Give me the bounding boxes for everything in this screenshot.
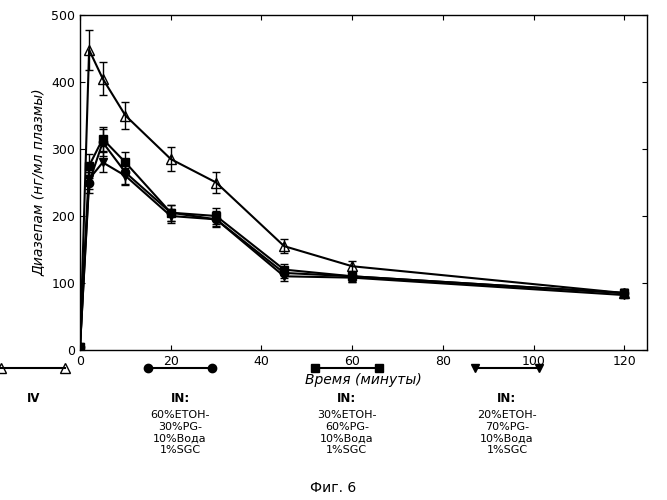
Text: 60%ETOH-
30%PG-
10%Вода
1%SGC: 60%ETOH- 30%PG- 10%Вода 1%SGC: [150, 410, 210, 455]
Text: 20%ETOH-
70%PG-
10%Вода
1%SGC: 20%ETOH- 70%PG- 10%Вода 1%SGC: [477, 410, 537, 455]
X-axis label: Время (минуты): Время (минуты): [305, 374, 422, 388]
Text: IN:: IN:: [498, 392, 516, 406]
Text: 30%ETOH-
60%PG-
10%Вода
1%SGC: 30%ETOH- 60%PG- 10%Вода 1%SGC: [317, 410, 377, 455]
Text: Фиг. 6: Фиг. 6: [310, 481, 357, 495]
Text: IV: IV: [27, 392, 40, 406]
Text: IN:: IN:: [171, 392, 189, 406]
Y-axis label: Диазепам (нг/мл плазмы): Диазепам (нг/мл плазмы): [31, 88, 45, 276]
Text: IN:: IN:: [338, 392, 356, 406]
